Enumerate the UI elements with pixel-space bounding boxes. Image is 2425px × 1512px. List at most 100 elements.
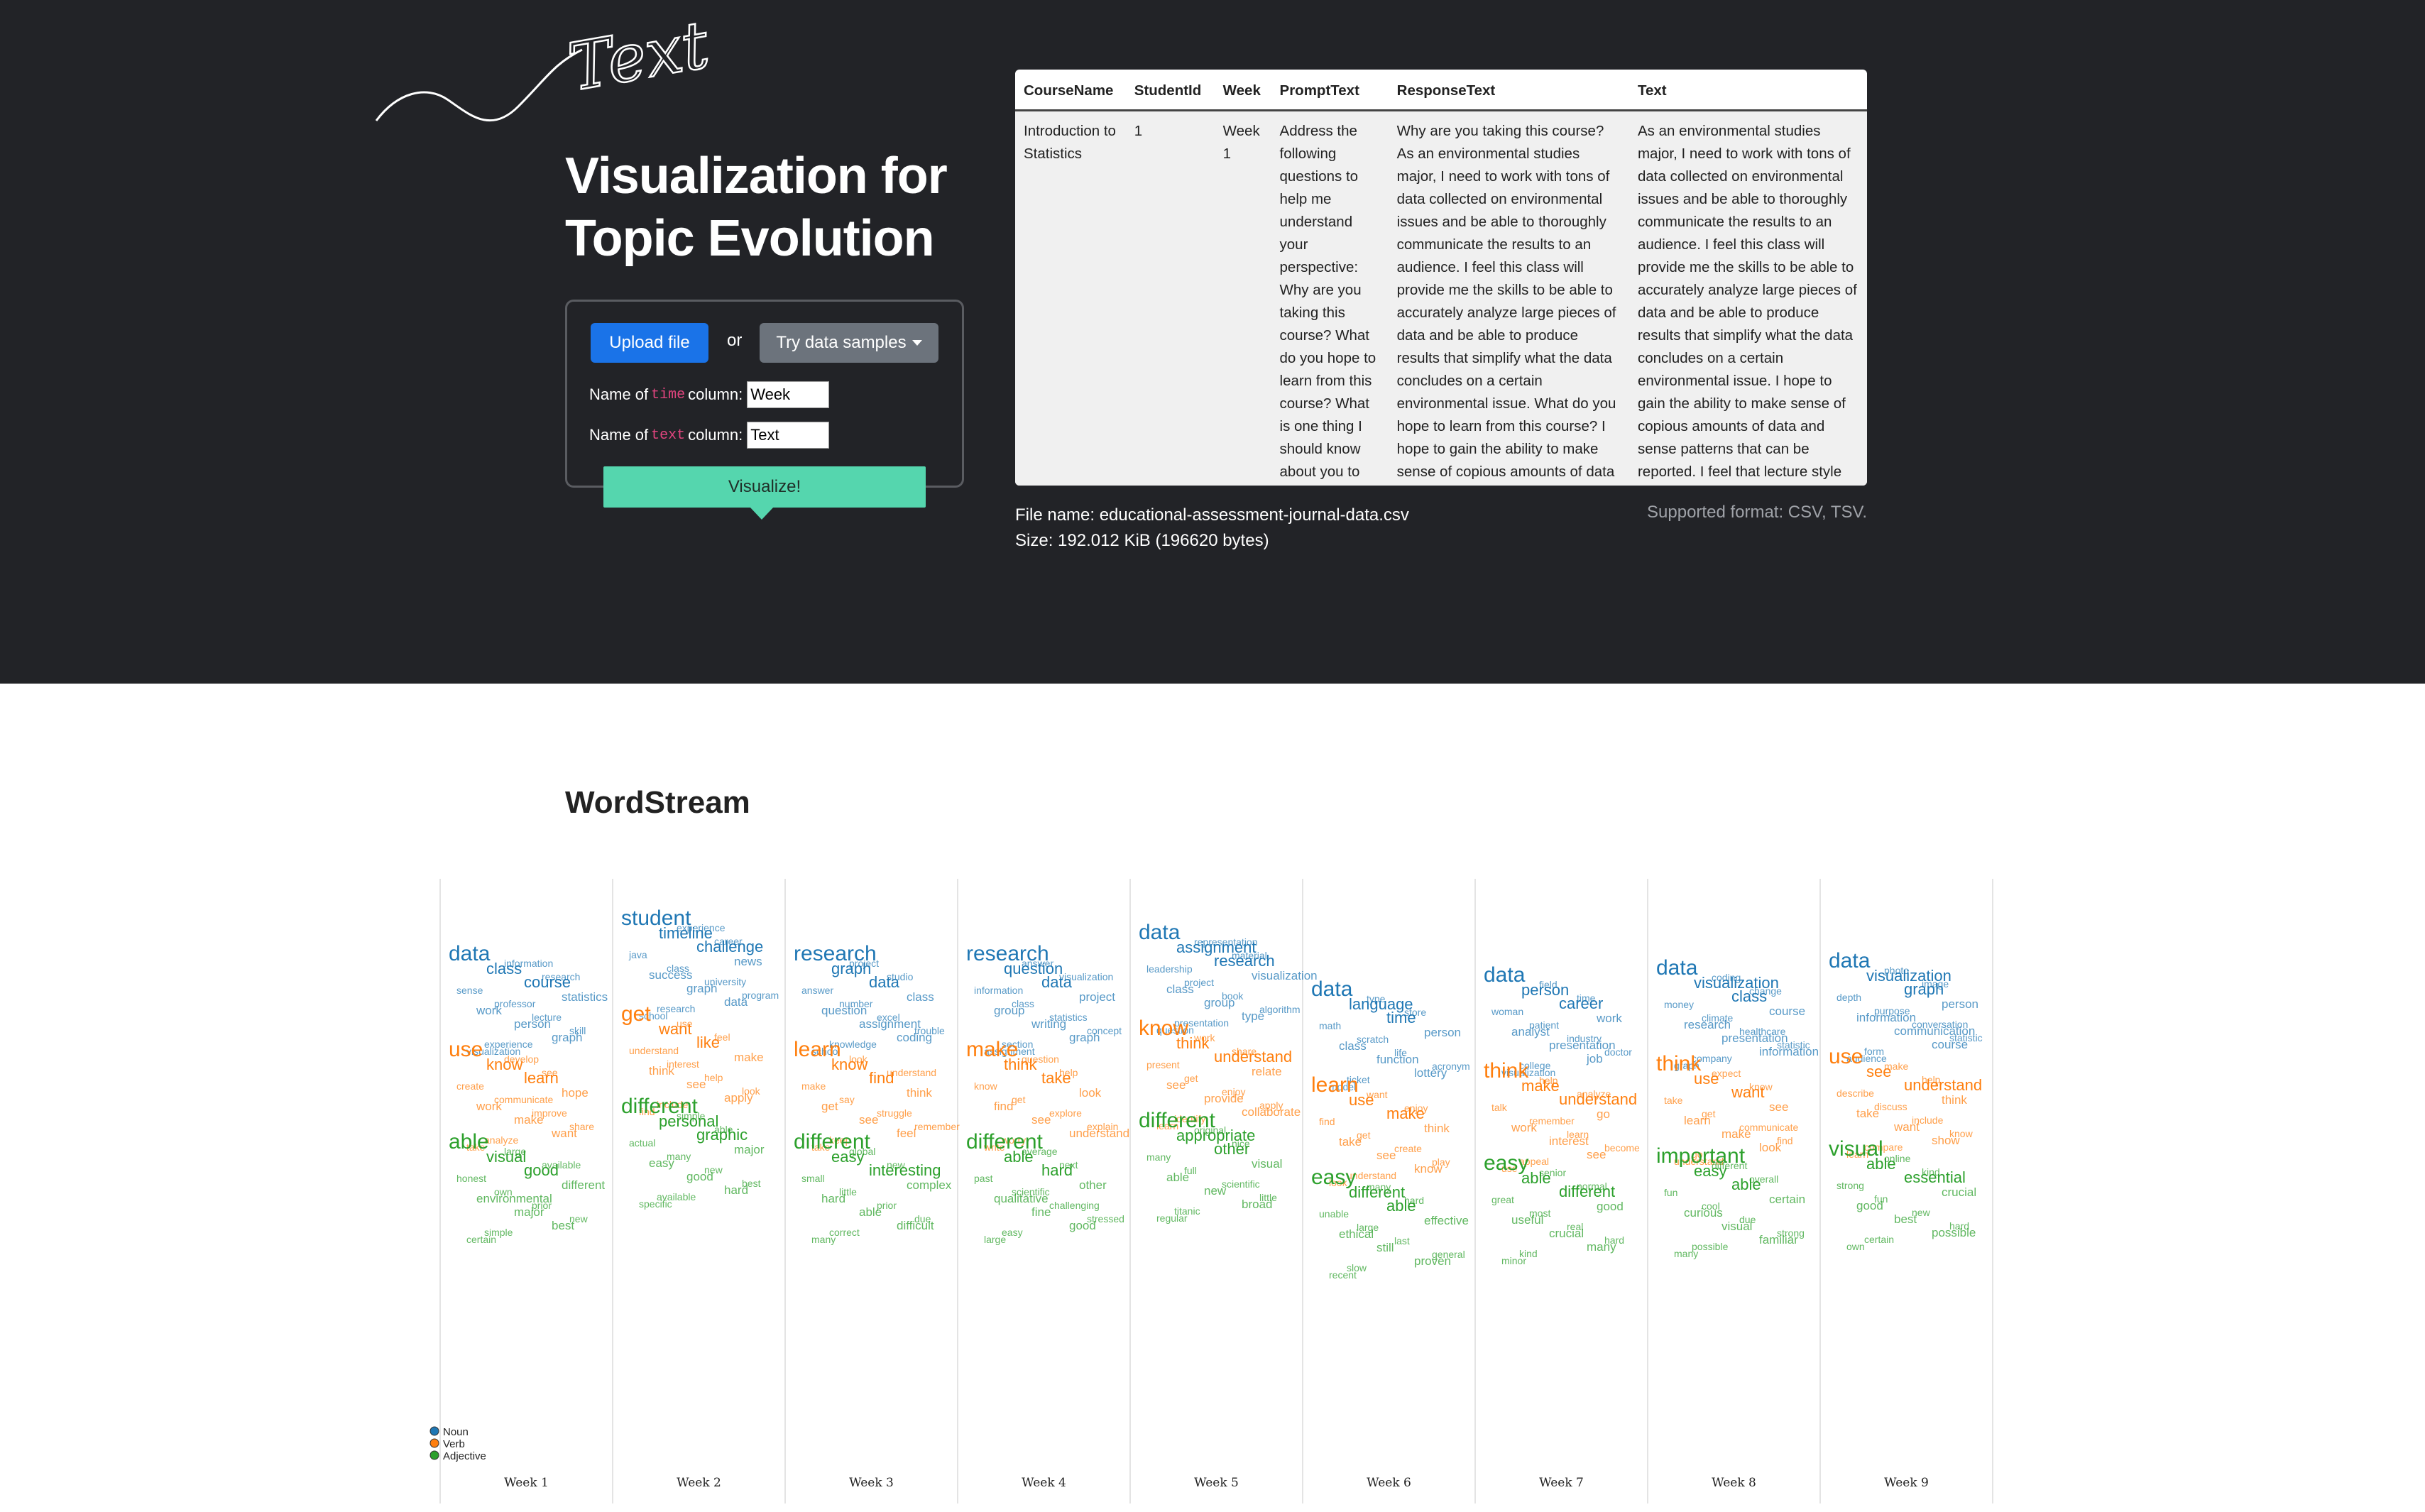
stream-word: little: [1259, 1192, 1277, 1203]
week-label: Week 9: [1884, 1476, 1929, 1490]
stream-word: data: [449, 942, 491, 965]
stream-word: know: [974, 1080, 998, 1092]
stream-word: look: [849, 1053, 868, 1065]
stream-word: look: [1329, 1177, 1348, 1188]
stream-word: lecture: [532, 1012, 562, 1023]
upload-file-button[interactable]: Upload file: [591, 323, 708, 363]
table-cell: As an environmental studies major, I nee…: [1628, 110, 1867, 486]
stream-word: think: [907, 1086, 932, 1100]
stream-word: visualization: [1694, 974, 1779, 992]
stream-word: get: [821, 1100, 838, 1113]
stream-word: understand: [1559, 1090, 1637, 1108]
stream-word: graph: [552, 1031, 582, 1044]
stream-word: play: [1432, 1156, 1450, 1168]
stream-word: senior: [1539, 1167, 1566, 1178]
stream-word: able: [1386, 1197, 1416, 1215]
week-label: Week 1: [504, 1476, 549, 1490]
stream-word: see: [686, 1078, 706, 1091]
data-preview-table[interactable]: CourseName StudentId Week PromptText Res…: [1015, 70, 1867, 486]
stream-word: analyst: [1511, 1025, 1550, 1039]
stream-word: recent: [1329, 1269, 1357, 1281]
stream-word: find: [994, 1100, 1013, 1113]
stream-word: person: [1521, 981, 1569, 999]
stream-word: work: [1511, 1121, 1537, 1134]
stream-word: good: [686, 1170, 713, 1183]
try-data-samples-dropdown[interactable]: Try data samples: [760, 323, 938, 363]
stream-word: analyze: [484, 1134, 518, 1146]
stream-word: statistics: [1049, 1012, 1088, 1023]
stream-word: good: [1069, 1219, 1096, 1232]
file-size: Size: 192.012 KiB (196620 bytes): [1015, 531, 1269, 550]
stream-word: think: [1004, 1056, 1037, 1073]
wordstream-chart[interactable]: Week 1 Week 2 Week 3 Week 4 Week 5 Week 6 Week…: [426, 879, 2009, 1503]
stream-word: data: [1484, 963, 1526, 987]
stream-word: develop: [504, 1053, 539, 1065]
visualize-button[interactable]: Visualize!: [603, 466, 926, 508]
stream-word: many: [1146, 1151, 1171, 1163]
stream-word: see: [859, 1113, 878, 1127]
stream-word: class: [1339, 1039, 1367, 1053]
stream-word: identify: [1174, 1113, 1205, 1124]
stream-word: student: [621, 906, 691, 930]
stream-word: know: [831, 1056, 867, 1073]
stream-word: form: [1864, 1046, 1884, 1057]
stream-word: feel: [897, 1127, 916, 1140]
stream-word: course: [1932, 1038, 1968, 1051]
stream-word: knowledge: [829, 1039, 877, 1050]
stream-word: work: [476, 1004, 502, 1017]
stream-word: see: [1166, 1078, 1186, 1092]
stream-word: work: [1596, 1012, 1622, 1025]
stream-word: new: [569, 1213, 589, 1225]
stream-word: take: [811, 1141, 831, 1153]
stream-word: assignment: [1176, 938, 1257, 956]
stream-word: write: [983, 1141, 1005, 1153]
stream-word: lottery: [1414, 1066, 1447, 1080]
stream-word: make: [966, 1038, 1018, 1061]
time-column-input[interactable]: [747, 381, 830, 408]
stream-word: broad: [1242, 1198, 1272, 1211]
stream-word: look: [1759, 1141, 1782, 1154]
stream-word: create: [1394, 1143, 1422, 1154]
stream-word: scientific: [1222, 1178, 1260, 1190]
page-title-line2: Topic Evolution: [565, 210, 935, 267]
stream-word: answer: [1022, 958, 1053, 969]
stream-word: keep: [829, 1134, 851, 1146]
stream-word: available: [657, 1191, 696, 1203]
stream-word: present: [1146, 1059, 1180, 1070]
time-field-keyword: time: [651, 386, 686, 403]
stream-word: easy: [649, 1156, 674, 1170]
stream-word: essential: [1904, 1168, 1966, 1186]
stream-word: look: [742, 1085, 761, 1097]
stream-word: leadership: [1146, 963, 1193, 975]
stream-word: get: [1357, 1129, 1371, 1141]
stream-word: interesting: [869, 1161, 941, 1179]
legend-label: Adjective: [443, 1450, 486, 1462]
stream-word: large: [504, 1146, 526, 1157]
stream-word: qualitative: [994, 1192, 1049, 1205]
stream-word: think: [1484, 1059, 1529, 1083]
stream-word: find: [1777, 1135, 1793, 1146]
stream-word: professor: [494, 998, 536, 1009]
stream-word: think: [1176, 1034, 1210, 1052]
stream-word: ticket: [1347, 1074, 1370, 1085]
time-field-prefix: Name of: [589, 385, 649, 403]
stream-word: hard: [1041, 1161, 1073, 1179]
stream-word: scientific: [1012, 1186, 1050, 1198]
table-header-cell: StudentId: [1125, 70, 1215, 111]
stream-word: best: [552, 1219, 574, 1232]
stream-word: many: [1587, 1240, 1616, 1254]
stream-word: real: [1567, 1221, 1583, 1232]
samples-label: Try data samples: [776, 333, 907, 352]
stream-word: graph: [686, 982, 717, 995]
stream-word: question: [821, 1004, 867, 1017]
stream-word: understand: [1069, 1127, 1129, 1140]
text-column-input[interactable]: [747, 422, 830, 449]
stream-word: use: [677, 1018, 693, 1029]
stream-word: person: [1942, 997, 1978, 1011]
logo-signature-icon: Text: [375, 21, 710, 122]
stream-word: research: [542, 971, 580, 982]
stream-word: timeline: [659, 924, 713, 942]
stream-word: good: [1856, 1199, 1883, 1212]
stream-word: honest: [456, 1173, 486, 1184]
supported-formats: Supported format: CSV, TSV.: [1647, 503, 1867, 522]
